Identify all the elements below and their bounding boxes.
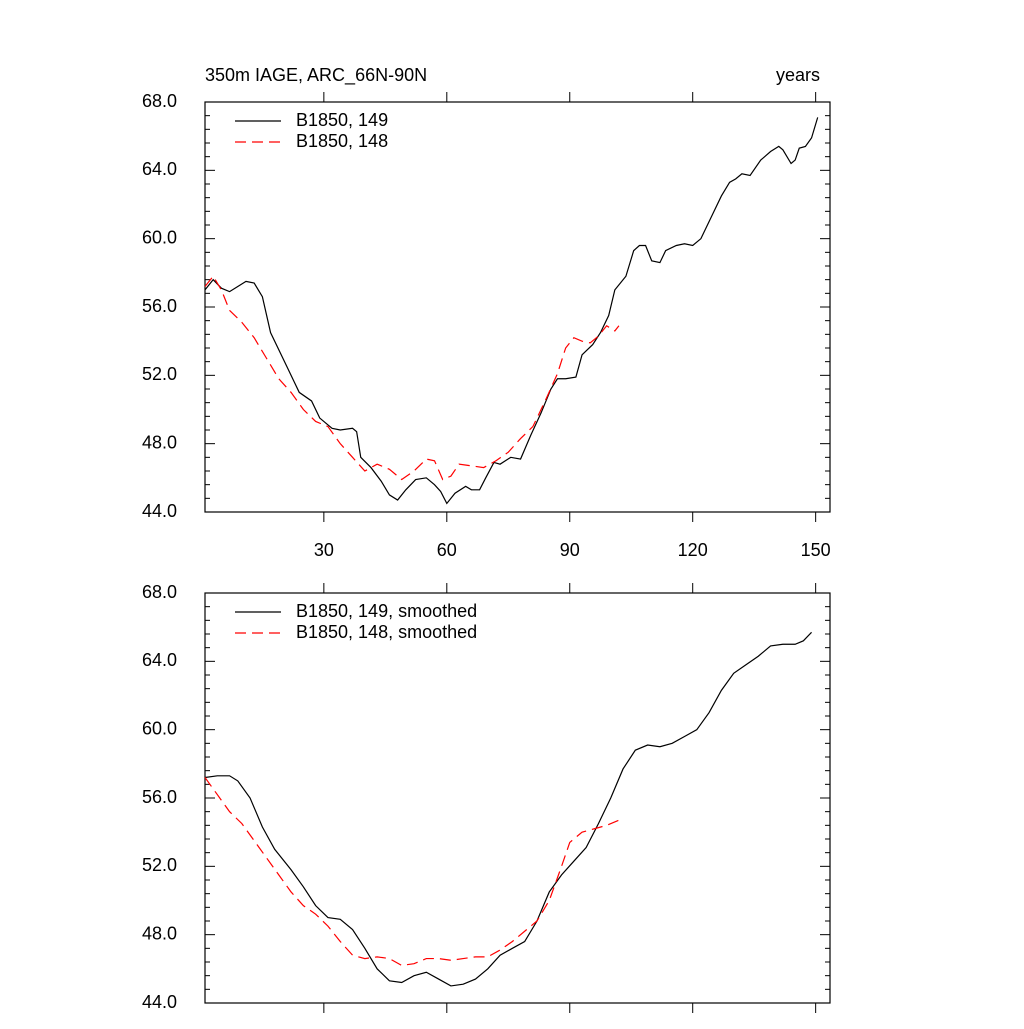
y-tick-label: 48.0 <box>142 432 177 452</box>
legend-label: B1850, 149, smoothed <box>296 601 477 621</box>
y-tick-label: 52.0 <box>142 364 177 384</box>
x-tick-label: 120 <box>678 540 708 560</box>
series-line <box>204 631 812 987</box>
y-tick-label: 52.0 <box>142 855 177 875</box>
x-tick-label: 90 <box>560 540 580 560</box>
y-tick-label: 64.0 <box>142 159 177 179</box>
x-tick-label: 60 <box>437 540 457 560</box>
x-tick-label: 150 <box>801 540 831 560</box>
chart-subtitle: years <box>776 65 820 85</box>
legend-label: B1850, 149 <box>296 110 388 130</box>
series-line <box>204 275 620 481</box>
x-tick-label: 30 <box>314 540 334 560</box>
y-tick-label: 64.0 <box>142 650 177 670</box>
y-tick-label: 44.0 <box>142 501 177 521</box>
legend-label: B1850, 148 <box>296 131 388 151</box>
plot-frame <box>204 592 831 1004</box>
y-tick-label: 56.0 <box>142 787 177 807</box>
series-line <box>204 777 620 967</box>
y-tick-label: 60.0 <box>142 227 177 247</box>
chart-title: 350m IAGE, ARC_66N-90N <box>205 65 427 86</box>
series-line <box>204 117 819 505</box>
y-tick-label: 44.0 <box>142 992 177 1012</box>
y-tick-label: 56.0 <box>142 296 177 316</box>
y-tick-label: 60.0 <box>142 718 177 738</box>
y-tick-label: 48.0 <box>142 923 177 943</box>
legend-label: B1850, 148, smoothed <box>296 622 477 642</box>
plot-frame <box>204 101 831 513</box>
y-tick-label: 68.0 <box>142 91 177 111</box>
y-tick-label: 68.0 <box>142 582 177 602</box>
